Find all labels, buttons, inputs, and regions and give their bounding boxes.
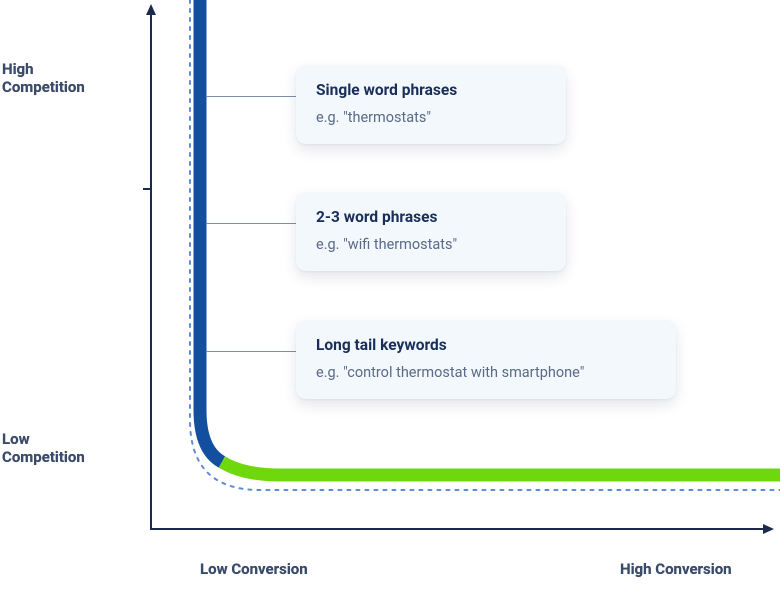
curve-solid-green [222, 462, 780, 475]
y-axis-label-high-l1: High [2, 60, 34, 78]
y-axis-arrowhead-icon [146, 4, 156, 15]
x-axis-arrowhead-icon [763, 524, 774, 534]
x-axis-label-low: Low Conversion [200, 560, 308, 578]
y-axis-label-high: High Competition [2, 60, 132, 96]
y-axis [150, 10, 152, 530]
callout-long-tail: Long tail keywords e.g. "control thermos… [296, 320, 676, 399]
x-axis [150, 528, 770, 530]
callout-leader-single-word [206, 96, 296, 97]
callout-title: 2-3 word phrases [316, 208, 546, 226]
y-axis-tick [143, 188, 151, 190]
callout-single-word: Single word phrases e.g. "thermostats" [296, 65, 566, 144]
callout-leader-two-three-word [206, 223, 296, 224]
callout-two-three-word: 2-3 word phrases e.g. "wifi thermostats" [296, 192, 566, 271]
y-axis-label-low-l1: Low [2, 430, 30, 448]
curve-solid-blue [200, 0, 222, 462]
x-axis-label-high: High Conversion [620, 560, 732, 578]
y-axis-label-high-l2: Competition [2, 78, 85, 96]
callout-leader-long-tail [206, 351, 296, 352]
keyword-competition-chart: High Competition Low Competition Low Con… [0, 0, 780, 598]
callout-example: e.g. "control thermostat with smartphone… [316, 364, 656, 381]
callout-title: Long tail keywords [316, 336, 656, 354]
callout-example: e.g. "wifi thermostats" [316, 236, 546, 253]
y-axis-label-low-l2: Competition [2, 448, 85, 466]
y-axis-label-low: Low Competition [2, 430, 132, 466]
callout-title: Single word phrases [316, 81, 546, 99]
callout-example: e.g. "thermostats" [316, 109, 546, 126]
